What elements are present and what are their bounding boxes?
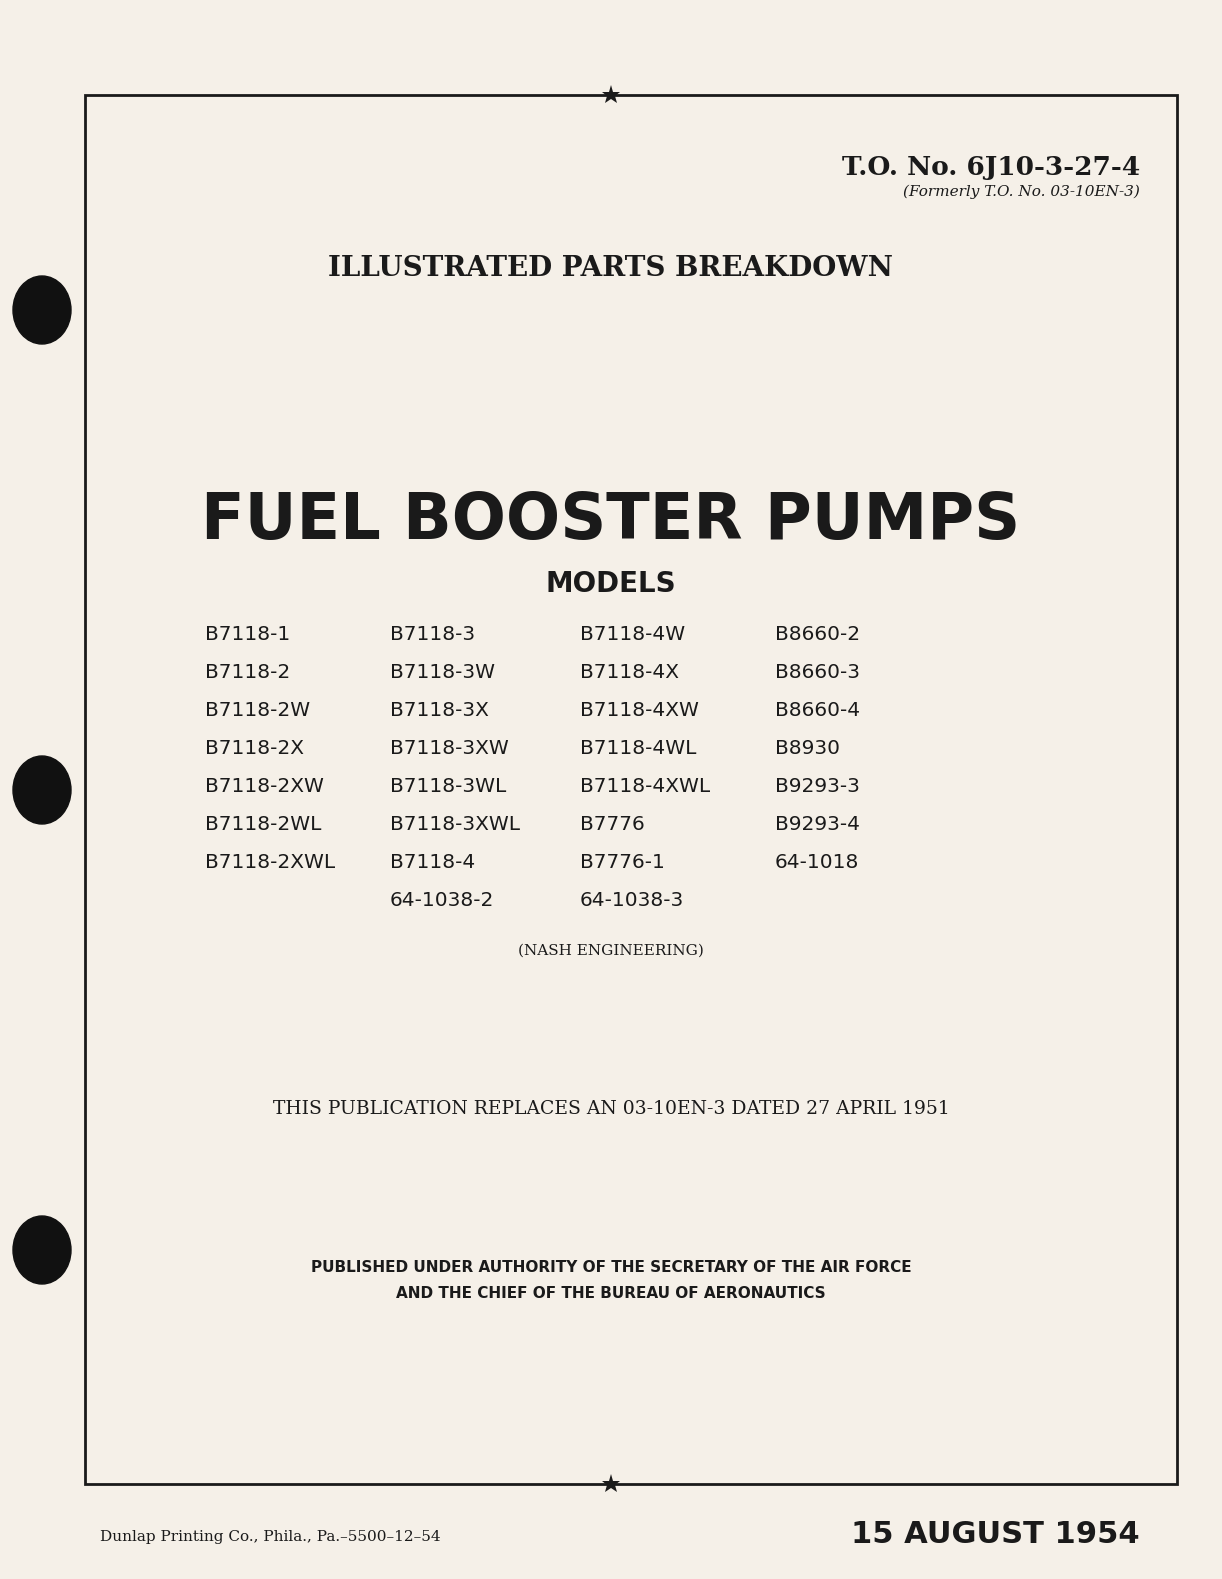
Text: Dunlap Printing Co., Phila., Pa.–5500–12–54: Dunlap Printing Co., Phila., Pa.–5500–12… — [100, 1530, 441, 1544]
Text: B7118-3XWL: B7118-3XWL — [390, 815, 521, 834]
Text: B7118-2XWL: B7118-2XWL — [205, 853, 335, 872]
Text: FUEL BOOSTER PUMPS: FUEL BOOSTER PUMPS — [202, 489, 1020, 553]
Text: (NASH ENGINEERING): (NASH ENGINEERING) — [518, 944, 704, 958]
Bar — [86, 95, 1177, 1484]
Text: 15 AUGUST 1954: 15 AUGUST 1954 — [852, 1521, 1140, 1549]
Text: 64-1038-3: 64-1038-3 — [580, 891, 684, 910]
Text: B7776-1: B7776-1 — [580, 853, 665, 872]
Text: AND THE CHIEF OF THE BUREAU OF AERONAUTICS: AND THE CHIEF OF THE BUREAU OF AERONAUTI… — [396, 1285, 826, 1301]
Text: B8660-2: B8660-2 — [775, 625, 860, 644]
Text: B8660-4: B8660-4 — [775, 701, 860, 720]
Text: ILLUSTRATED PARTS BREAKDOWN: ILLUSTRATED PARTS BREAKDOWN — [329, 254, 893, 283]
Text: B7118-4WL: B7118-4WL — [580, 739, 697, 758]
Text: MODELS: MODELS — [546, 570, 676, 598]
Text: T.O. No. 6J10-3-27-4: T.O. No. 6J10-3-27-4 — [842, 155, 1140, 180]
Ellipse shape — [13, 756, 71, 824]
Text: B7118-3: B7118-3 — [390, 625, 475, 644]
Text: THIS PUBLICATION REPLACES AN 03-10EN-3 DATED 27 APRIL 1951: THIS PUBLICATION REPLACES AN 03-10EN-3 D… — [273, 1101, 949, 1118]
Text: 64-1018: 64-1018 — [775, 853, 859, 872]
Text: B7118-3WL: B7118-3WL — [390, 777, 506, 796]
Ellipse shape — [13, 276, 71, 344]
Text: B7776: B7776 — [580, 815, 645, 834]
Text: B7118-3W: B7118-3W — [390, 663, 495, 682]
Text: B7118-4XWL: B7118-4XWL — [580, 777, 710, 796]
Text: B7118-2WL: B7118-2WL — [205, 815, 321, 834]
Text: B7118-3XW: B7118-3XW — [390, 739, 508, 758]
Text: B7118-4X: B7118-4X — [580, 663, 679, 682]
Text: B7118-3X: B7118-3X — [390, 701, 489, 720]
Text: PUBLISHED UNDER AUTHORITY OF THE SECRETARY OF THE AIR FORCE: PUBLISHED UNDER AUTHORITY OF THE SECRETA… — [310, 1260, 912, 1274]
Text: B8660-3: B8660-3 — [775, 663, 860, 682]
Text: B7118-2XW: B7118-2XW — [205, 777, 324, 796]
Text: B9293-4: B9293-4 — [775, 815, 860, 834]
Text: B7118-2: B7118-2 — [205, 663, 291, 682]
Text: B7118-4W: B7118-4W — [580, 625, 686, 644]
Text: 64-1038-2: 64-1038-2 — [390, 891, 495, 910]
Text: B7118-2X: B7118-2X — [205, 739, 304, 758]
Text: B7118-4XW: B7118-4XW — [580, 701, 699, 720]
Text: B9293-3: B9293-3 — [775, 777, 860, 796]
Text: B7118-2W: B7118-2W — [205, 701, 310, 720]
Text: B7118-4: B7118-4 — [390, 853, 475, 872]
Text: B8930: B8930 — [775, 739, 840, 758]
Ellipse shape — [13, 1216, 71, 1284]
Text: (Formerly T.O. No. 03-10EN-3): (Formerly T.O. No. 03-10EN-3) — [903, 185, 1140, 199]
Text: B7118-1: B7118-1 — [205, 625, 291, 644]
